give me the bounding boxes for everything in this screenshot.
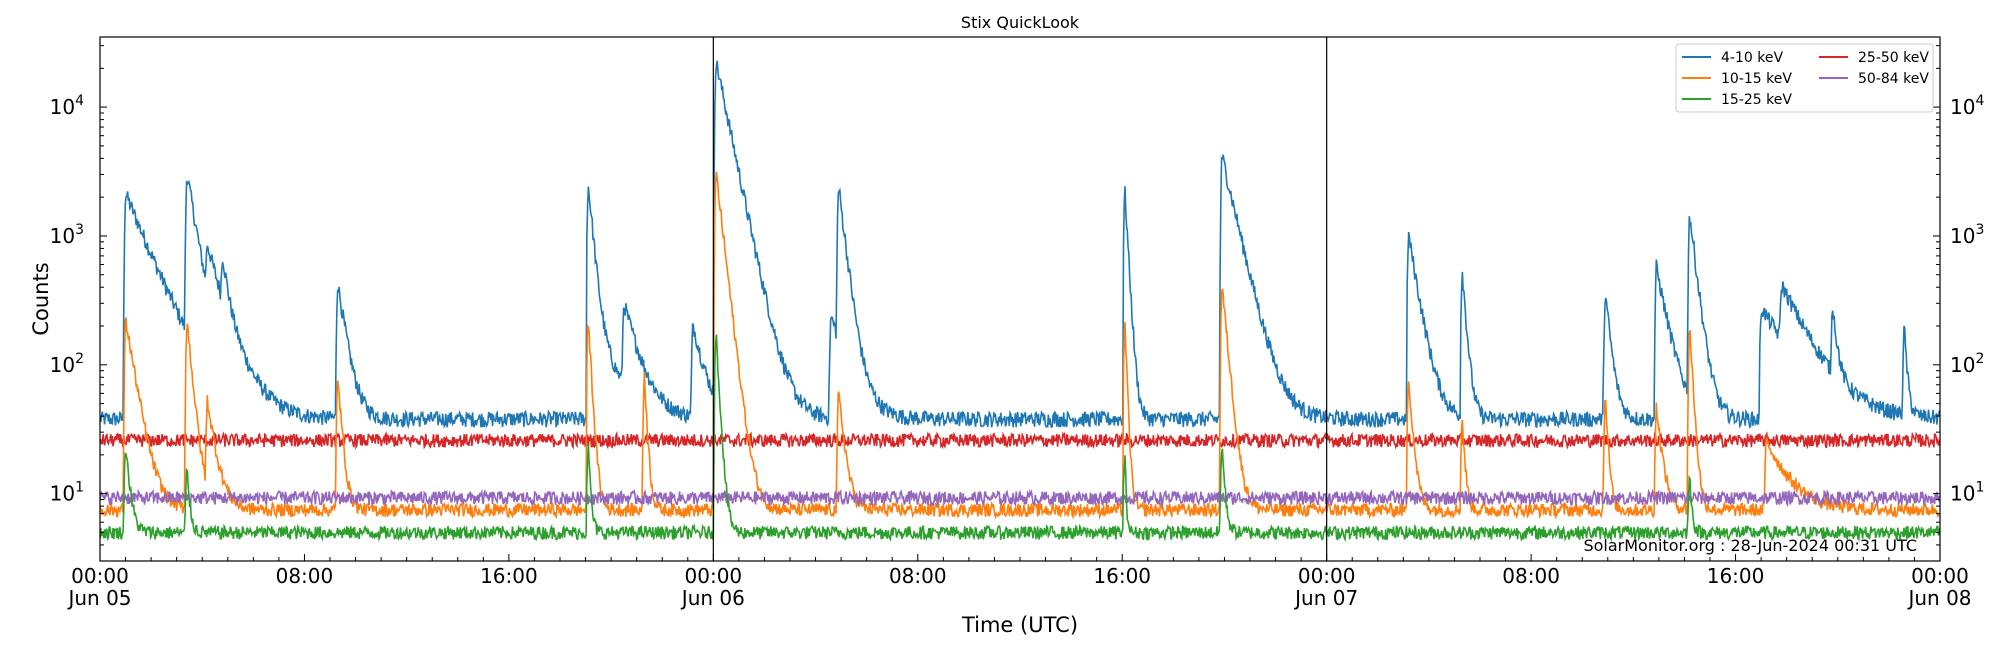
legend-label: 50-84 keV (1858, 71, 1929, 87)
x-tick-label-time: 16:00 (1707, 564, 1765, 588)
legend-label: 10-15 keV (1721, 71, 1792, 87)
series-15-25-kev-line (100, 334, 1940, 543)
chart-title: Stix QuickLook (961, 13, 1080, 32)
legend-label: 15-25 keV (1721, 92, 1792, 108)
series-10-15-kev-line (100, 171, 1940, 520)
x-tick-label-date: Jun 06 (680, 586, 745, 610)
day-boundary-lines (712, 37, 1328, 561)
y-axis-label: Counts (29, 262, 53, 335)
y-tick-label-left: 102 (50, 351, 84, 377)
x-tick-label-time: 00:00 (685, 564, 743, 588)
x-tick-label-time: 00:00 (1911, 564, 1969, 588)
y-tick-label-right: 101 (1950, 480, 1984, 506)
x-tick-label-time: 00:00 (1298, 564, 1356, 588)
y-tick-label-left: 101 (50, 480, 84, 506)
x-tick-label-time: 08:00 (276, 564, 334, 588)
x-tick-label-time: 08:00 (1502, 564, 1560, 588)
x-tick-label-date: Jun 08 (1906, 586, 1971, 610)
x-axis-label: Time (UTC) (961, 613, 1078, 637)
y-tick-label-right: 103 (1950, 222, 1984, 248)
legend-label: 25-50 keV (1858, 50, 1929, 66)
series-25-50-kev-line (100, 430, 1940, 451)
series-layer (100, 60, 1940, 543)
y-tick-label-left: 103 (50, 222, 84, 248)
x-tick-label-time: 16:00 (480, 564, 538, 588)
series-4-10-kev-line (100, 60, 1940, 429)
y-tick-label-right: 102 (1950, 351, 1984, 377)
x-tick-label-time: 08:00 (889, 564, 947, 588)
credit-text: SolarMonitor.org : 28-Jun-2024 00:31 UTC (1583, 536, 1917, 555)
legend-label: 4-10 keV (1721, 50, 1783, 66)
legend: 4-10 keV 10-15 keV 15-25 keV 25-50 keV 50-84… (1675, 43, 1934, 113)
x-tick-label-date: Jun 05 (66, 586, 131, 610)
y-tick-label-right: 104 (1950, 93, 1984, 119)
series-50-84-kev-line (100, 488, 1940, 508)
x-tick-label-time: 00:00 (71, 564, 129, 588)
x-tick-label-time: 16:00 (1093, 564, 1151, 588)
x-tick-label-date: Jun 07 (1293, 586, 1358, 610)
legend-box (1675, 43, 1934, 113)
y-tick-label-left: 104 (50, 93, 84, 119)
